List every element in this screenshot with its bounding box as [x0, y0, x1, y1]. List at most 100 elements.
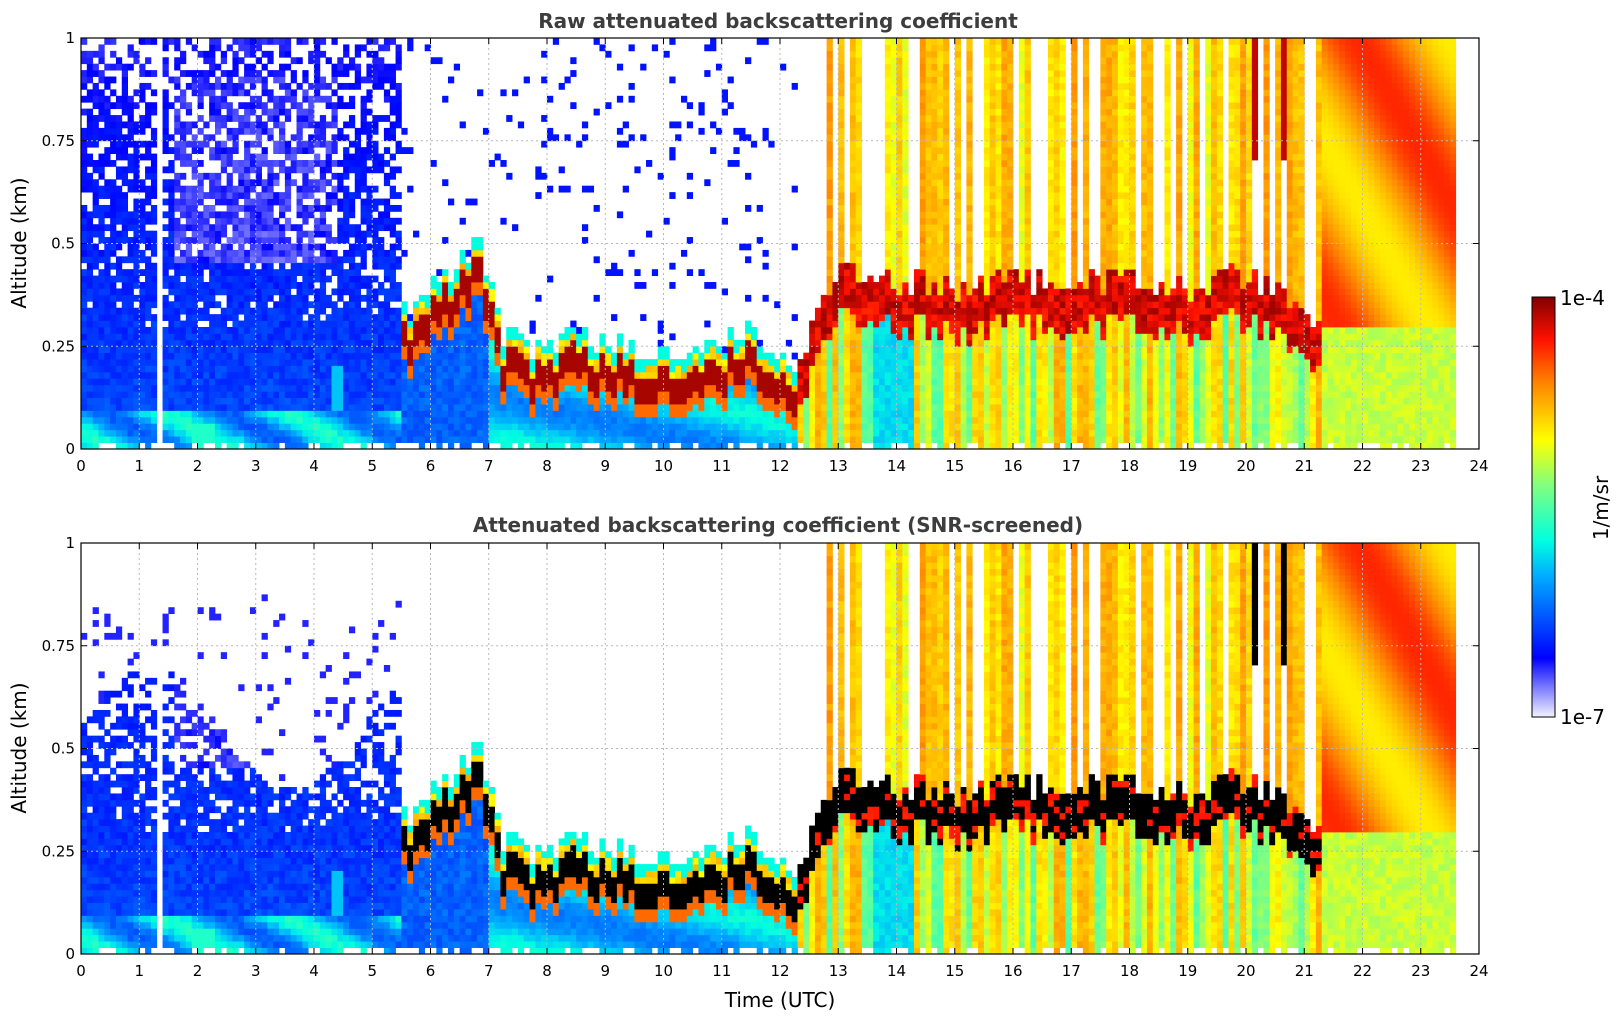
heatmap-cell — [640, 365, 647, 373]
heatmap-cell — [442, 352, 449, 360]
heatmap-cell — [92, 288, 99, 296]
heatmap-cell — [424, 339, 431, 347]
heatmap-cell — [133, 121, 140, 129]
heatmap-cell — [168, 256, 175, 264]
heatmap-cell — [348, 320, 356, 328]
heatmap-cell — [273, 436, 280, 443]
heatmap-cell — [302, 179, 309, 187]
heatmap-cell — [762, 436, 769, 443]
heatmap-cell — [226, 307, 233, 315]
heatmap-cell — [354, 423, 362, 431]
heatmap-cell — [657, 397, 664, 405]
heatmap-cell — [459, 359, 466, 366]
heatmap-cell — [261, 307, 268, 315]
heatmap-cell — [826, 115, 833, 122]
heatmap-cell — [197, 416, 204, 424]
heatmap-cell — [238, 172, 245, 180]
heatmap-cell — [92, 410, 99, 418]
heatmap-cell — [913, 442, 921, 450]
heatmap-cell — [86, 359, 94, 366]
heatmap-cell — [896, 262, 903, 270]
heatmap-cell — [908, 371, 915, 379]
heatmap-cell — [814, 314, 822, 321]
heatmap-cell — [768, 416, 775, 424]
heatmap-cell — [354, 70, 362, 77]
heatmap-cell — [873, 436, 880, 443]
heatmap-cell — [849, 237, 857, 244]
heatmap-cell — [226, 160, 233, 167]
heatmap-cell — [308, 346, 315, 354]
heatmap-cell — [383, 44, 391, 52]
heatmap-cell — [704, 44, 711, 52]
heatmap-cell — [558, 333, 565, 341]
heatmap-cell — [570, 416, 577, 424]
heatmap-cell — [249, 346, 257, 354]
heatmap-cell — [383, 333, 391, 341]
heatmap-cell — [238, 243, 245, 251]
heatmap-cell — [902, 127, 909, 135]
heatmap-cell — [331, 89, 338, 97]
heatmap-cell — [308, 378, 315, 386]
heatmap-cell — [209, 82, 216, 90]
heatmap-cell — [873, 326, 880, 334]
heatmap-cell — [488, 320, 495, 328]
heatmap-cell — [279, 249, 286, 257]
heatmap-cell — [185, 249, 193, 257]
heatmap-cell — [424, 301, 431, 309]
heatmap-cell — [372, 237, 379, 244]
heatmap-cell — [762, 359, 769, 366]
heatmap-cell — [150, 365, 158, 373]
heatmap-cell — [477, 307, 484, 315]
heatmap-cell — [826, 423, 833, 431]
heatmap-cell — [890, 108, 897, 116]
heatmap-cell — [343, 320, 350, 328]
heatmap-cell — [692, 436, 699, 443]
heatmap-cell — [657, 404, 664, 411]
heatmap-cell — [780, 391, 787, 399]
heatmap-cell — [337, 160, 344, 167]
heatmap-cell — [453, 359, 461, 366]
heatmap-cell — [494, 365, 501, 373]
heatmap-cell — [826, 320, 833, 328]
heatmap-cell — [879, 346, 886, 354]
heatmap-cell — [564, 76, 571, 84]
heatmap-cell — [383, 404, 391, 411]
heatmap-cell — [506, 339, 513, 347]
heatmap-cell — [273, 397, 280, 405]
heatmap-cell — [290, 147, 297, 154]
heatmap-cell — [360, 391, 367, 399]
heatmap-cell — [232, 38, 239, 45]
heatmap-cell — [267, 50, 274, 58]
heatmap-cell — [826, 224, 833, 232]
heatmap-cell — [110, 416, 117, 424]
heatmap-cell — [768, 429, 775, 437]
heatmap-cell — [81, 301, 88, 309]
heatmap-cell — [879, 294, 886, 302]
heatmap-cell — [185, 121, 193, 129]
heatmap-cell — [314, 352, 321, 360]
heatmap-cell — [558, 397, 565, 405]
heatmap-cell — [628, 429, 635, 437]
heatmap-cell — [710, 44, 717, 52]
heatmap-cell — [890, 63, 897, 71]
heatmap-cell — [756, 204, 763, 212]
heatmap-cell — [576, 423, 583, 431]
heatmap-cell — [255, 198, 262, 206]
heatmap-cell — [296, 224, 303, 232]
heatmap-cell — [180, 371, 187, 379]
heatmap-cell — [296, 134, 303, 142]
heatmap-cell — [535, 391, 542, 399]
heatmap-cell — [913, 333, 921, 341]
heatmap-cell — [838, 352, 845, 360]
heatmap-cell — [238, 115, 245, 122]
heatmap-cell — [325, 166, 332, 174]
heatmap-cell — [803, 352, 810, 360]
heatmap-cell — [535, 416, 542, 424]
heatmap-cell — [110, 307, 117, 315]
heatmap-cell — [890, 38, 897, 45]
heatmap-cell — [389, 153, 396, 161]
heatmap-cell — [372, 153, 379, 161]
heatmap-cell — [389, 288, 396, 296]
heatmap-cell — [267, 57, 274, 65]
heatmap-cell — [849, 198, 857, 206]
